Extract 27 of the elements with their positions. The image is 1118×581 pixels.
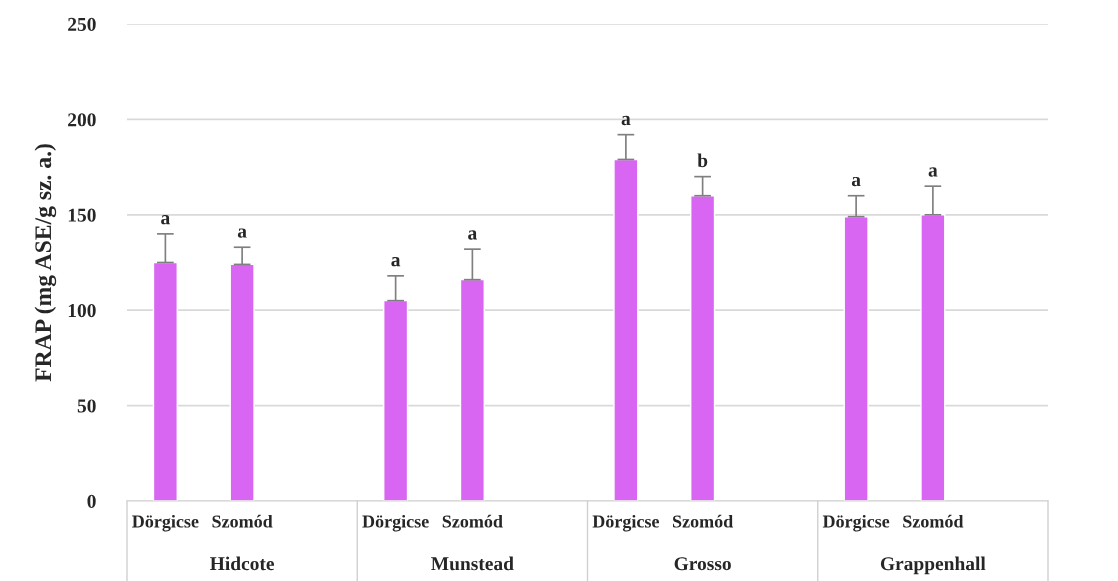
data-label: a <box>468 230 477 240</box>
data-label: a <box>621 115 631 126</box>
x-tick-label: Dörgicse <box>822 514 890 532</box>
data-label: a <box>851 176 861 187</box>
x-tick-label: Szomód <box>212 514 273 528</box>
y-tick-label: 50 <box>77 399 96 413</box>
y-tick-label: 0 <box>87 494 96 508</box>
text: Grappenhall <box>880 556 986 575</box>
x-tick-label: Dörgicse <box>592 514 659 532</box>
y-tick-label: 250 <box>68 17 96 31</box>
x-tick-label: Szomód <box>442 514 503 528</box>
y-tick-label: 150 <box>68 208 96 222</box>
data-label: a <box>161 215 170 225</box>
text: Grosso <box>674 557 731 571</box>
y-tick-label: 200 <box>68 113 96 127</box>
x-tick-label: Szomód <box>903 514 964 528</box>
data-label: b <box>697 153 708 168</box>
data-label: a <box>391 257 401 267</box>
text: Munstead <box>431 556 514 571</box>
x-tick-label: Dörgicse <box>362 514 429 532</box>
y-axis-title: FRAP (mg ASE/g sz. a.) <box>34 144 57 382</box>
data-label: a <box>237 228 247 238</box>
data-label: a <box>928 167 938 177</box>
text: Hidcote <box>210 556 275 571</box>
y-tick-label: 100 <box>68 304 96 318</box>
x-tick-label: Dörgicse <box>132 514 199 532</box>
x-tick-label: Szomód <box>672 514 734 528</box>
